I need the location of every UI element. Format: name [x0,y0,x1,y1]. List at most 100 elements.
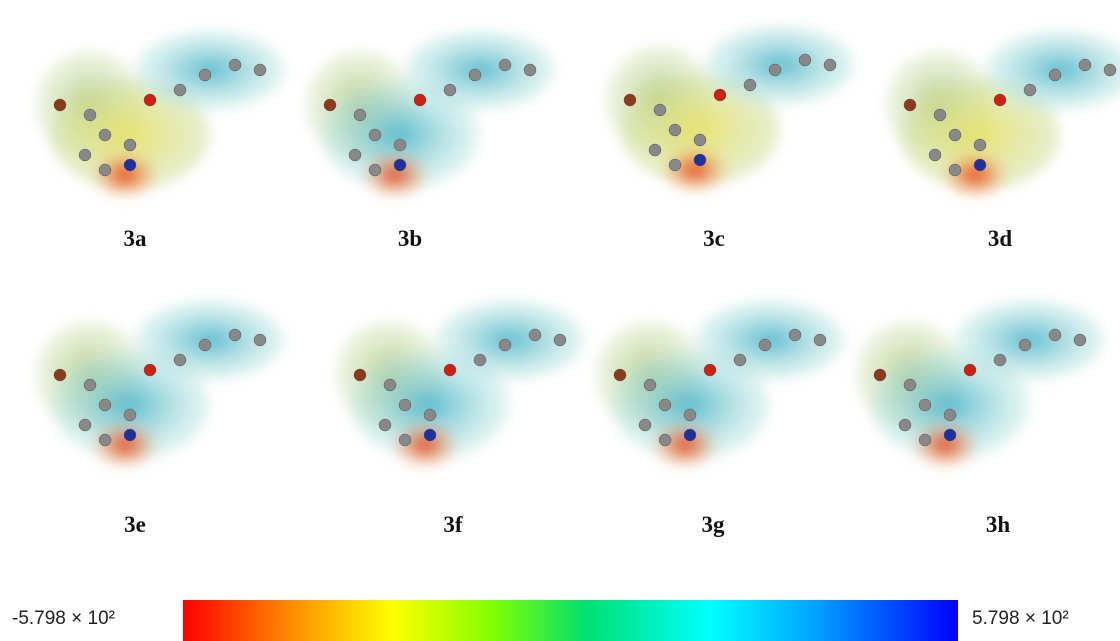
atom [144,364,156,376]
atom [994,94,1006,106]
atom [379,419,391,431]
atom [704,364,716,376]
atom [124,159,136,171]
panel-label: 3f [443,512,462,538]
atom [444,364,456,376]
atom [949,129,961,141]
atom [199,339,211,351]
atom [174,354,186,366]
atom [414,94,426,106]
atom [174,84,186,96]
atom [974,139,986,151]
atom [1049,69,1061,81]
atom [694,154,706,166]
atom [974,159,986,171]
atom [944,409,956,421]
atom [714,89,726,101]
atom [1074,334,1086,346]
atom [1049,329,1061,341]
colorbar [183,600,958,641]
atom [944,429,956,441]
atom [899,419,911,431]
molecule-renders [0,0,1120,590]
surface [390,420,460,470]
molecule [35,300,285,470]
atom [124,429,136,441]
atom [524,64,536,76]
atom [354,369,366,381]
atom [444,84,456,96]
colorbar-max-label: 5.798 × 10² [972,608,1069,630]
atom [904,99,916,111]
atom [614,369,626,381]
atom [394,139,406,151]
atom [394,159,406,171]
panel-label: 3d [988,226,1012,252]
atom [99,434,111,446]
panel-label: 3b [398,226,422,252]
atom [229,59,241,71]
atom [229,329,241,341]
surface [910,420,980,470]
atom [799,54,811,66]
atom [904,379,916,391]
molecule [885,30,1120,200]
atom [499,339,511,351]
atom [744,79,756,91]
surface [660,145,730,195]
atom [654,104,666,116]
colorbar-min-label: -5.798 × 10² [12,608,115,630]
molecule [855,300,1105,470]
atom [79,149,91,161]
atom [79,419,91,431]
surface [90,150,160,200]
molecule [305,30,555,200]
atom [994,354,1006,366]
atom [84,109,96,121]
atom [1079,59,1091,71]
surface [360,150,430,200]
atom [529,329,541,341]
atom [354,109,366,121]
atom [649,144,661,156]
atom [399,399,411,411]
atom [639,419,651,431]
panel-label: 3e [124,512,146,538]
atom [254,64,266,76]
atom [929,149,941,161]
surface [650,420,720,470]
atom [934,109,946,121]
figure: 3a 3b 3c 3d 3e 3f 3g 3h -5.798 × 10² 5.7… [0,0,1120,641]
panel-label: 3g [702,512,725,538]
molecule [595,300,845,470]
atom [734,354,746,366]
atom [144,94,156,106]
atom [644,379,656,391]
atom [669,124,681,136]
atom [964,364,976,376]
surface [90,420,160,470]
atom [789,329,801,341]
atom [84,379,96,391]
molecule [335,300,585,470]
atom [814,334,826,346]
atom [554,334,566,346]
molecule [605,25,855,195]
atom [769,64,781,76]
atom [1019,339,1031,351]
atom [659,399,671,411]
atom [759,339,771,351]
atom [54,369,66,381]
atom [99,399,111,411]
atom [499,59,511,71]
atom [669,159,681,171]
atom [1104,64,1116,76]
atom [469,69,481,81]
atom [694,134,706,146]
atom [99,129,111,141]
surface [940,150,1010,200]
atom [1024,84,1036,96]
atom [919,434,931,446]
atom [324,99,336,111]
atom [659,434,671,446]
